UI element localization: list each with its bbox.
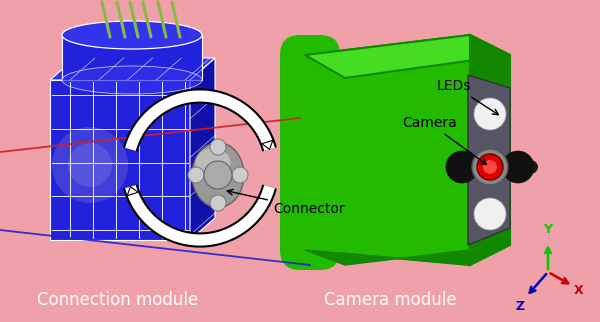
Polygon shape <box>127 187 138 196</box>
Ellipse shape <box>210 139 226 155</box>
Polygon shape <box>305 35 510 78</box>
Ellipse shape <box>196 148 230 178</box>
Polygon shape <box>190 58 215 240</box>
Ellipse shape <box>210 195 226 211</box>
Text: LEDs: LEDs <box>437 79 499 115</box>
Text: Connector: Connector <box>227 189 344 216</box>
Circle shape <box>446 151 478 183</box>
Text: Z: Z <box>515 299 524 312</box>
Circle shape <box>502 151 534 183</box>
Circle shape <box>477 154 503 180</box>
Text: Connection module: Connection module <box>37 291 199 309</box>
Polygon shape <box>305 35 470 265</box>
Ellipse shape <box>466 160 482 174</box>
Polygon shape <box>305 245 510 265</box>
Circle shape <box>204 161 232 189</box>
Ellipse shape <box>522 160 538 174</box>
Circle shape <box>68 143 112 187</box>
Circle shape <box>483 160 497 174</box>
Text: Y: Y <box>544 223 553 236</box>
Polygon shape <box>468 75 510 245</box>
Polygon shape <box>50 80 190 240</box>
Ellipse shape <box>62 21 202 49</box>
Circle shape <box>474 198 506 230</box>
Circle shape <box>52 127 128 203</box>
Ellipse shape <box>232 167 248 183</box>
Polygon shape <box>470 35 510 265</box>
Text: Camera module: Camera module <box>323 291 457 309</box>
Ellipse shape <box>188 167 204 183</box>
FancyBboxPatch shape <box>280 35 340 270</box>
Polygon shape <box>262 140 273 149</box>
Polygon shape <box>50 58 215 80</box>
Ellipse shape <box>192 143 244 207</box>
Bar <box>62 35 202 80</box>
Circle shape <box>472 149 508 185</box>
Ellipse shape <box>62 66 202 94</box>
Text: Camera: Camera <box>402 116 487 165</box>
Text: X: X <box>574 283 584 297</box>
Circle shape <box>474 98 506 130</box>
